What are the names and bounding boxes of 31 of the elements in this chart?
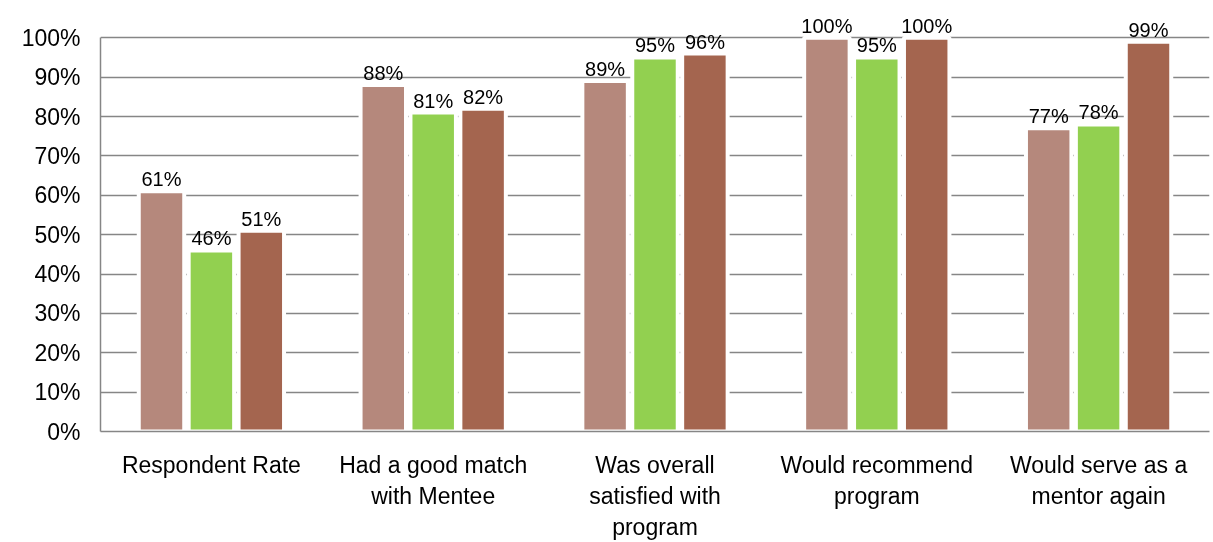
x-tick-label: Was overall satisfied with program — [589, 451, 721, 540]
data-label: 77% — [1028, 105, 1069, 128]
data-label: 51% — [241, 207, 282, 230]
y-tick-label: 100% — [21, 24, 81, 51]
y-tick-label: 70% — [34, 142, 81, 169]
data-label: 100% — [901, 14, 953, 37]
x-tick-label: Respondent Rate — [121, 451, 301, 478]
data-label: 100% — [801, 14, 853, 37]
data-label: 95% — [856, 34, 898, 57]
y-tick-label: 30% — [34, 300, 81, 327]
data-label: 78% — [1078, 101, 1119, 124]
data-label: 99% — [1128, 18, 1169, 41]
data-label: 61% — [141, 168, 182, 191]
y-tick-label: 90% — [34, 64, 81, 91]
y-tick-label: 60% — [34, 182, 81, 209]
data-label: 46% — [191, 227, 232, 250]
data-label: 82% — [463, 85, 504, 108]
data-label: 95% — [634, 34, 676, 57]
data-label: 88% — [363, 62, 404, 85]
y-tick-label: 0% — [47, 418, 81, 445]
data-label: 81% — [413, 89, 454, 112]
data-label: 96% — [684, 30, 726, 53]
x-tick-label: Had a good match with Mentee — [339, 451, 528, 509]
x-tick-label: Would serve as a mentor again — [1009, 451, 1188, 509]
y-tick-label: 80% — [34, 103, 81, 130]
y-tick-label: 50% — [34, 221, 81, 248]
x-tick-label: Would recommend program — [780, 451, 974, 509]
data-label: 89% — [585, 58, 626, 81]
y-tick-label: 10% — [34, 379, 81, 406]
y-tick-label: 40% — [34, 261, 81, 288]
y-tick-label: 20% — [34, 339, 81, 366]
